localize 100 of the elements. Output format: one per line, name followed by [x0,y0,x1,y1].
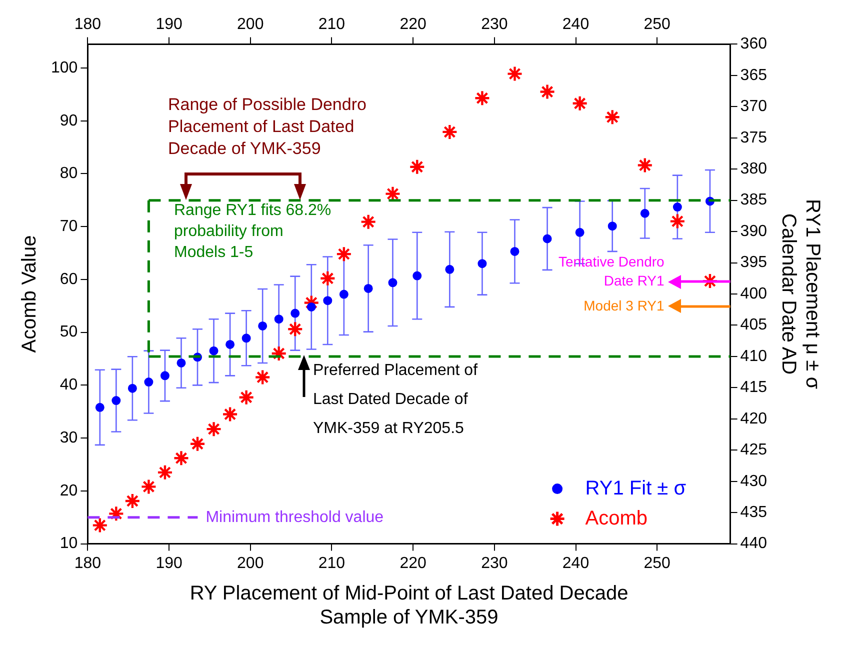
x-axis-title: RY Placement of Mid-Point of Last Dated Decade Sample of YMK-359 [190,582,628,629]
y2-axis-title: RY1 Placement μ ± σ Calendar Date AD [777,198,824,390]
point [323,296,332,306]
point [226,340,235,349]
y-tick-label: 70 [60,218,78,235]
point [222,406,238,422]
point [604,109,620,126]
point [176,358,186,368]
point [442,124,458,140]
point [206,420,222,438]
point [339,290,348,299]
point [306,302,316,312]
y-tick-label: 20 [60,482,78,500]
point [242,334,251,343]
point [254,369,271,386]
point [112,396,121,406]
y2-tick-label: 380 [740,160,768,178]
point [124,492,141,510]
x-tick-label: 190 [156,554,182,572]
point [238,389,254,406]
point [506,66,523,82]
y2-tick-label: 360 [740,36,768,53]
point [542,234,552,244]
y-tick-label: 50 [60,324,78,341]
point [510,246,520,256]
point [92,517,108,534]
y2-tick-label: 400 [740,285,768,302]
point [672,202,682,212]
point [173,450,190,466]
annotation: Range of Possible Dendro Placement of Last Dated Decade of YMK-359 [168,95,366,158]
annotation: Range RY1 fits 68.2% probability from Models 1-5 [174,202,332,261]
y-tick-label: 60 [60,270,78,288]
y-tick-label: 80 [60,165,78,182]
point [140,478,157,495]
point [156,464,174,481]
y2-tick-label: 395 [740,254,768,272]
y2-tick-label: 420 [740,410,768,428]
y-tick-label: 30 [60,429,78,446]
legend-label: RY1 Fit ± σ [585,477,687,500]
x2-tick-label: 190 [156,16,182,34]
y2-tick-label: 390 [740,222,768,240]
point [360,214,376,230]
point [572,95,588,112]
point [128,384,137,393]
x-tick-label: 240 [562,554,590,572]
ref-line-label: Tentative Dendro Date RY1 [558,253,665,288]
x2-tick-label: 250 [644,16,671,34]
y2-tick-label: 415 [740,379,768,396]
point [160,371,170,380]
point [274,314,284,324]
x-tick-label: 230 [481,554,508,572]
point [474,90,490,106]
point [445,264,454,274]
y2-tick-label: 365 [740,66,768,84]
y2-tick-label: 410 [740,348,768,365]
x2-tick-label: 220 [400,16,427,34]
y2-tick-label: 375 [740,129,768,146]
y-axis-title: Acomb Value [18,235,41,353]
x2-tick-label: 210 [318,16,346,34]
point [209,346,218,356]
x-tick-label: 200 [237,554,264,572]
point [287,321,304,338]
point [412,271,422,280]
x-tick-label: 220 [400,554,427,572]
ref-line-label: Minimum threshold value [206,508,384,526]
y2-tick-label: 385 [740,192,768,209]
x2-tick-label: 200 [237,16,264,34]
y2-tick-label: 435 [740,504,768,521]
point [608,222,617,231]
x2-tick-label: 240 [562,16,590,34]
point [258,321,268,330]
point [702,272,718,290]
x2-tick-label: 180 [74,16,102,34]
y2-tick-label: 405 [740,316,768,334]
annotation: Preferred Placement of Last Dated Decade of YMK-359 at RY205.5 [313,362,478,437]
ref-line-label: Model 3 RY1 [584,297,665,314]
point [270,345,287,362]
y-tick-label: 10 [60,535,78,552]
point [575,228,584,237]
point [189,436,206,452]
y-tick-label: 100 [50,59,78,76]
y2-tick-label: 430 [740,472,768,490]
point [320,270,336,287]
x-tick-label: 250 [644,554,671,572]
point [640,208,650,218]
point [290,308,300,318]
point [388,278,398,288]
point [108,506,124,522]
x2-tick-label: 230 [481,16,508,34]
legend-label: Acomb [585,507,648,530]
point [478,259,487,268]
y2-tick-label: 425 [740,442,768,459]
y2-tick-label: 370 [740,98,768,116]
point [95,402,104,412]
point [409,158,426,175]
point [364,284,373,293]
point [669,213,686,230]
x-tick-label: 210 [318,554,346,572]
point [336,246,352,262]
y-tick-label: 40 [60,376,78,394]
